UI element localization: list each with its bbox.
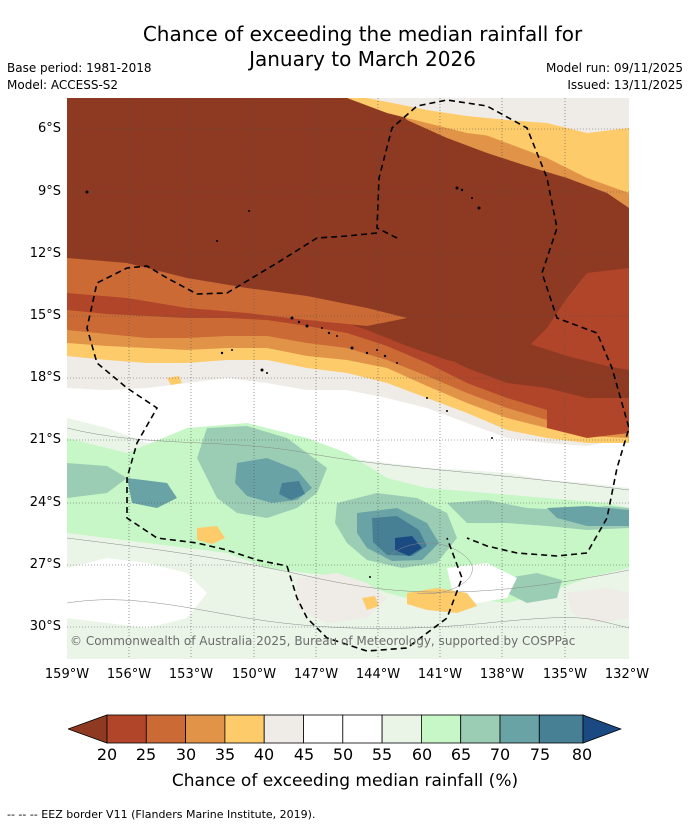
title-line-2: January to March 2026 xyxy=(249,47,476,71)
meta-right: Model run: 09/11/2025 Issued: 13/11/2025 xyxy=(546,60,683,94)
lon-label-144w: 144°W xyxy=(355,667,401,682)
colorbar-25-30 xyxy=(145,714,187,744)
colorbar-tick-60: 60 xyxy=(411,745,433,764)
zone-35-40-far-sw xyxy=(362,596,379,610)
lon-label-153w: 153°W xyxy=(168,667,214,682)
copyright-notice: © Commonwealth of Australia 2025, Bureau… xyxy=(70,634,576,648)
zone-70-75-sw xyxy=(127,478,177,508)
lat-label-12s: 12°S xyxy=(29,246,61,261)
colorbar-above-80 xyxy=(582,714,623,744)
title-line-1: Chance of exceeding the median rainfall … xyxy=(142,22,583,46)
zone-35-40-south xyxy=(407,588,477,613)
lon-label-150w: 150°W xyxy=(231,667,277,682)
lon-label-156w: 156°W xyxy=(106,667,152,682)
colorbar-75-80 xyxy=(538,714,584,744)
lat-label-27s: 27°S xyxy=(29,557,61,572)
colorbar-tick-55: 55 xyxy=(371,745,393,764)
colorbar-tick-65: 65 xyxy=(450,745,472,764)
lon-label-159w: 159°W xyxy=(44,667,90,682)
lon-label-141w: 141°W xyxy=(417,667,463,682)
zone-beige-se xyxy=(567,588,629,623)
graticule xyxy=(67,98,629,659)
eez-footnote: -- -- -- EEZ border V11 (Flanders Marine… xyxy=(7,808,316,821)
zone-beige-south xyxy=(297,573,387,623)
map-title: Chance of exceeding the median rainfall … xyxy=(0,22,690,72)
lon-label-138w: 138°W xyxy=(479,667,525,682)
base-period: Base period: 1981-2018 xyxy=(7,61,152,75)
colorbar-tick-80: 80 xyxy=(571,745,593,764)
zone-25-30-ribbon xyxy=(67,258,407,326)
lon-label-147w: 147°W xyxy=(293,667,339,682)
rainfall-map xyxy=(67,98,629,659)
zone-below-20-east xyxy=(437,328,629,398)
colorbar-30-35 xyxy=(185,714,226,744)
colorbar-50-55 xyxy=(342,714,383,744)
model-name: Model: ACCESS-S2 xyxy=(7,78,119,92)
colorbar-tick-35: 35 xyxy=(214,745,236,764)
colorbar-65-70 xyxy=(460,714,501,744)
lat-label-6s: 6°S xyxy=(37,121,61,136)
colorbar-below-20 xyxy=(66,714,108,744)
colorbar-60-65 xyxy=(420,714,462,744)
colorbar-20-25 xyxy=(106,714,147,744)
zone-65-70-se xyxy=(507,573,562,603)
zone-20-25-east xyxy=(547,398,629,438)
colorbar-tick-25: 25 xyxy=(135,745,157,764)
colorbar-45-50 xyxy=(303,714,344,744)
colorbar-55-60 xyxy=(381,714,422,744)
lat-label-21s: 21°S xyxy=(29,432,61,447)
meta-left: Base period: 1981-2018 Model: ACCESS-S2 xyxy=(7,60,152,94)
lat-label-9s: 9°S xyxy=(37,184,61,199)
colorbar-tick-40: 40 xyxy=(253,745,275,764)
zone-below-20 xyxy=(67,98,629,368)
colorbar-label: Chance of exceeding median rainfall (%) xyxy=(171,771,519,791)
colorbar-tick-30: 30 xyxy=(175,745,197,764)
zone-75-80-center xyxy=(279,481,305,500)
islands xyxy=(85,186,493,578)
colorbar-tick-20: 20 xyxy=(96,745,118,764)
zone-white-south xyxy=(67,558,207,628)
lon-label-132w: 132°W xyxy=(604,667,650,682)
zone-beige-upper xyxy=(367,98,629,133)
lat-label-30s: 30°S xyxy=(29,619,61,634)
zone-35-40-sw xyxy=(197,526,225,544)
colorbar-tick-75: 75 xyxy=(529,745,551,764)
lat-label-18s: 18°S xyxy=(29,370,61,385)
colorbar-40-45 xyxy=(263,714,304,744)
colorbar-tick-45: 45 xyxy=(293,745,315,764)
zone-65-70-west xyxy=(67,463,127,498)
lon-label-135w: 135°W xyxy=(542,667,588,682)
colorbar xyxy=(66,714,623,748)
colorbar-70-75 xyxy=(499,714,540,744)
map-canvas xyxy=(67,98,629,659)
lat-label-15s: 15°S xyxy=(29,308,61,323)
zone-above-80 xyxy=(395,536,422,556)
issued-date: Issued: 13/11/2025 xyxy=(567,78,683,92)
model-run: Model run: 09/11/2025 xyxy=(545,61,683,75)
colorbar-35-40 xyxy=(224,714,265,744)
eez-border xyxy=(86,99,629,652)
colorbar-tick-70: 70 xyxy=(489,745,511,764)
colorbar-svg xyxy=(66,714,623,744)
lat-label-24s: 24°S xyxy=(29,495,61,510)
colorbar-tick-50: 50 xyxy=(332,745,354,764)
